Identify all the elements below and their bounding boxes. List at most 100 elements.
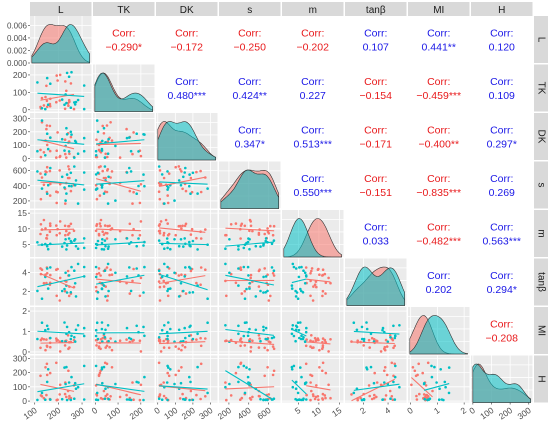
scatter-point — [299, 366, 302, 369]
correlation-panel: Corr: 0.202 — [408, 258, 470, 306]
scatter-point — [294, 380, 298, 384]
scatter-point — [70, 184, 73, 188]
scatter-point — [195, 393, 198, 397]
scatter-point — [393, 398, 397, 401]
scatter-point — [329, 396, 332, 400]
scatter-point — [258, 337, 261, 340]
panel-background — [345, 113, 407, 160]
scatter-point — [158, 338, 162, 342]
row-strip-bg — [534, 258, 548, 306]
scatter-point — [428, 397, 432, 401]
scatter-point — [444, 385, 447, 389]
scatter-point — [44, 348, 47, 352]
scatter-point — [424, 394, 428, 397]
scatter-point — [63, 344, 67, 347]
scatter-point — [162, 339, 165, 343]
scatter-point — [225, 294, 228, 298]
scatter-point — [55, 149, 58, 152]
scatter-point — [271, 272, 275, 275]
y-tick-label: 0 — [22, 105, 27, 115]
density-panel — [156, 113, 218, 161]
scatter-point — [418, 392, 421, 396]
scatter-point — [239, 268, 243, 272]
scatter-point — [97, 267, 101, 270]
scatter-point — [73, 340, 77, 343]
column-strip: tanβ — [345, 2, 407, 16]
row-strip-bg — [534, 355, 548, 403]
scatter-point — [181, 187, 184, 191]
scatter-point — [99, 224, 102, 228]
scatter-point — [254, 295, 258, 298]
scatter-point — [58, 393, 61, 396]
scatter-point — [138, 398, 142, 402]
scatter-point — [40, 297, 44, 301]
scatter-point — [142, 133, 145, 136]
y-tick-label: 2 — [22, 306, 27, 316]
panel-background — [471, 16, 533, 63]
scatter-point — [138, 233, 142, 237]
scatter-point — [160, 328, 164, 332]
scatter-point — [423, 381, 426, 385]
correlation-value: −0.202 — [297, 42, 330, 54]
scatter-point — [303, 271, 307, 275]
scatter-point — [204, 337, 207, 340]
scatter-point — [125, 171, 129, 174]
scatter-point — [191, 291, 195, 294]
scatter-point — [166, 188, 169, 191]
scatter-point — [188, 173, 191, 176]
scatter-point — [381, 398, 385, 401]
scatter-point — [160, 275, 164, 279]
scatter-point — [177, 369, 181, 373]
scatter-point — [229, 394, 233, 397]
scatter-point — [45, 281, 48, 285]
scatter-point — [100, 186, 104, 189]
scatter-point — [295, 325, 299, 329]
scatter-point — [69, 130, 73, 134]
scatter-point — [95, 344, 98, 347]
scatter-point — [74, 387, 78, 391]
y-tick-label: 4 — [22, 268, 27, 278]
scatter-point — [45, 99, 49, 103]
scatter-point — [49, 136, 52, 139]
scatter-point — [272, 347, 276, 351]
scatter-point — [63, 321, 66, 324]
scatter-point — [421, 371, 425, 375]
scatter-point — [131, 152, 134, 156]
scatter-point — [135, 324, 138, 328]
scatter-point — [94, 154, 98, 157]
scatter-point — [40, 391, 44, 395]
correlation-value: 0.269 — [489, 187, 515, 199]
scatter-point — [309, 272, 312, 275]
y-tick-label: 1 — [22, 327, 27, 337]
scatter-point — [166, 337, 169, 341]
scatter-point — [248, 381, 251, 385]
scatter-point — [67, 150, 71, 153]
correlation-value: −0.154 — [360, 90, 393, 102]
x-tick-label: 2 — [459, 405, 469, 416]
scatter-point — [237, 365, 240, 369]
scatter-point — [415, 398, 419, 401]
scatter-point — [82, 364, 86, 368]
scatter-point — [362, 344, 366, 347]
regression-line — [306, 278, 331, 283]
scatter-point — [294, 387, 298, 391]
scatter-point — [49, 336, 52, 340]
scatter-point — [106, 262, 110, 266]
correlation-panel: Corr: −0.151 — [345, 161, 407, 209]
scatter-point — [352, 321, 356, 325]
scatter-point — [183, 398, 186, 401]
scatter-point — [313, 283, 317, 287]
scatter-point — [69, 189, 73, 193]
scatter-point — [67, 294, 71, 298]
scatter-point — [189, 176, 193, 180]
scatter-point — [94, 275, 98, 279]
scatter-point — [297, 275, 301, 279]
correlation-panel: Corr: 0.297* — [471, 113, 533, 160]
x-tick-label: 15 — [330, 405, 344, 419]
scatter-point — [58, 340, 61, 343]
scatter-point — [49, 224, 52, 228]
scatter-point — [206, 243, 209, 246]
scatter-point — [109, 121, 112, 124]
scatter-point — [315, 384, 318, 387]
